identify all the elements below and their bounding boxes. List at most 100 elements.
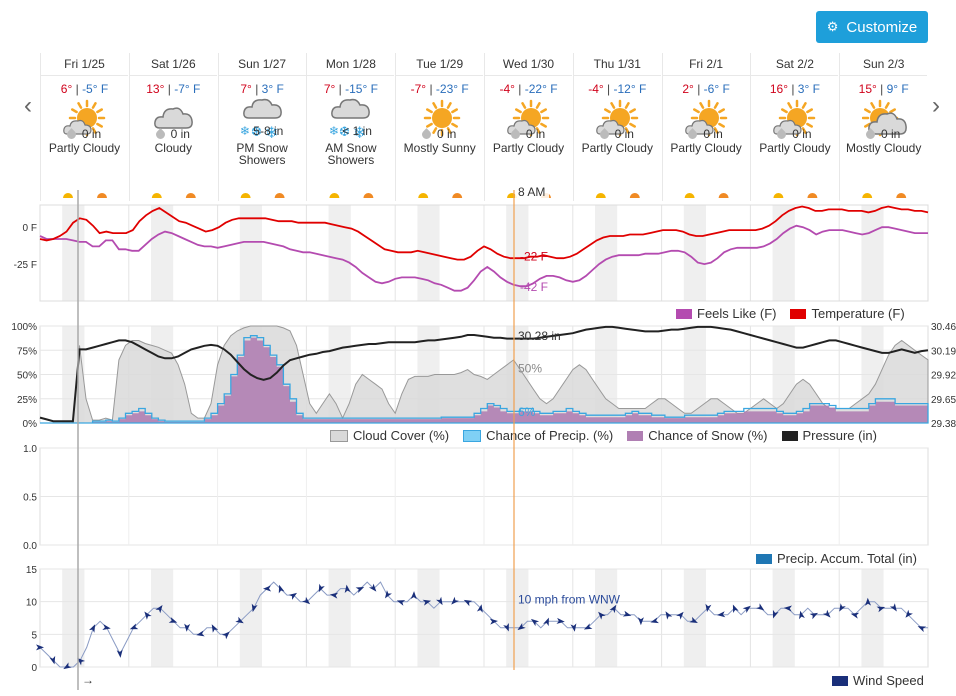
day-card[interactable]: Sat 1/26 13° | -7° F Cloudy bbox=[128, 53, 217, 201]
wind-swatch bbox=[832, 675, 848, 686]
wind-direction-marker bbox=[517, 623, 526, 631]
axis-tick-label: -25 F bbox=[14, 260, 37, 271]
cursor-cloud-label: 50% bbox=[518, 362, 542, 376]
customize-button[interactable]: ⚙ Customize bbox=[816, 11, 928, 43]
gear-icon: ⚙ bbox=[826, 19, 839, 34]
sunset-icon bbox=[97, 193, 107, 198]
sun-icon bbox=[773, 99, 816, 137]
axis-tick-label: 0 bbox=[31, 663, 37, 673]
high-temp: 13° bbox=[146, 82, 165, 96]
legend-pressure: Pressure (in) bbox=[802, 428, 877, 443]
axis-tick-label: 0.0 bbox=[23, 541, 37, 552]
day-card[interactable]: Sun 1/27 7° | 3° F ❆ ❄ PM Snow Showers bbox=[217, 53, 306, 201]
sun-icon bbox=[684, 99, 727, 137]
day-label: Mon 1/28 bbox=[307, 53, 395, 76]
day-temps: 6° | -5° F bbox=[41, 82, 128, 96]
temperature-legend: Feels Like (F) Temperature (F) bbox=[662, 306, 905, 321]
day-card[interactable]: Thu 1/31 -4° | -12° F Partly Cloudy bbox=[572, 53, 661, 201]
day-card[interactable]: Wed 1/30 -4° | -22° F Partly Cloudy bbox=[484, 53, 572, 201]
prev-arrow-icon[interactable]: ‹ bbox=[24, 92, 32, 119]
wind-direction-marker bbox=[168, 617, 178, 623]
sunrise-sunset-markers bbox=[63, 193, 907, 198]
wind-direction-marker bbox=[850, 612, 860, 619]
wind-direction-marker bbox=[451, 596, 459, 605]
wind-direction-marker bbox=[556, 617, 565, 624]
wind-direction-marker bbox=[609, 604, 617, 614]
day-card[interactable]: Sat 2/2 16° | 3° F Partly Cloudy bbox=[750, 53, 839, 201]
wind-direction-marker bbox=[77, 657, 86, 666]
day-temps: -4° | -12° F bbox=[574, 82, 661, 96]
raindrop-icon bbox=[508, 128, 522, 141]
sun-icon bbox=[423, 99, 461, 137]
snowflake-icon: ❄ bbox=[328, 124, 339, 138]
low-temp: -6° F bbox=[703, 82, 730, 96]
wind-direction-marker bbox=[263, 585, 272, 592]
wind-direction-marker bbox=[129, 623, 139, 630]
wind-direction-marker bbox=[355, 586, 365, 593]
wind-direction-marker bbox=[917, 626, 927, 633]
temp-separator: | bbox=[788, 82, 798, 96]
day-label: Thu 1/31 bbox=[573, 53, 661, 76]
pressure-swatch bbox=[781, 430, 798, 441]
condition-text: Partly Cloudy bbox=[492, 141, 565, 155]
legend-snow: Chance of Snow (%) bbox=[648, 428, 768, 443]
sunrise-icon bbox=[329, 193, 340, 198]
low-temp: -5° F bbox=[82, 82, 109, 96]
temp-separator: | bbox=[72, 82, 83, 96]
snow-swatch bbox=[627, 430, 644, 441]
wind-direction-marker bbox=[344, 584, 351, 593]
left-axis-tick: 50% bbox=[17, 371, 37, 382]
legend-precip: Chance of Precip. (%) bbox=[486, 428, 614, 443]
wind-direction-marker bbox=[889, 603, 897, 612]
sunset-icon bbox=[718, 193, 729, 198]
high-temp: 15° bbox=[858, 82, 877, 96]
legend-accum: Precip. Accum. Total (in) bbox=[777, 551, 917, 566]
partly-cloudy-icon bbox=[485, 96, 572, 142]
condition-text: Partly Cloudy bbox=[48, 141, 121, 155]
snow-showers-icon: ❆ ❄ bbox=[307, 96, 394, 142]
wind-direction-marker bbox=[36, 644, 44, 651]
wind-direction-marker bbox=[221, 631, 230, 640]
night-band bbox=[861, 205, 884, 301]
raindrop-icon bbox=[420, 128, 433, 141]
day-card[interactable]: Fri 2/1 2° | -6° F Partly Cloudy bbox=[661, 53, 750, 201]
day-card[interactable]: Sun 2/3 15° | 9° F Mostly Cloudy bbox=[839, 53, 928, 201]
feels-like-swatch bbox=[676, 308, 692, 319]
sunset-icon bbox=[363, 193, 374, 198]
wind-speed-line bbox=[39, 581, 928, 668]
snow-cloud-icon: ❆ ❄ bbox=[242, 98, 282, 142]
wind-direction-marker bbox=[783, 605, 792, 612]
wind-direction-marker bbox=[211, 624, 219, 633]
day-label: Fri 1/25 bbox=[41, 53, 128, 76]
cloud-precip-chart: 100% 30.46 75% 30.19 50% 29.92 25% 29.65 0% 29.38… bbox=[11, 322, 956, 430]
sunset-icon bbox=[541, 193, 551, 198]
precip-amount: 0 in bbox=[839, 127, 927, 141]
precip-value: 0 in bbox=[792, 127, 812, 141]
wind-direction-marker bbox=[144, 611, 152, 620]
day-temps: -4° | -22° F bbox=[485, 82, 572, 96]
day-card[interactable]: Mon 1/28 7° | -15° F ❆ ❄ AM Snow Showers bbox=[306, 53, 395, 201]
wind-direction-marker bbox=[88, 624, 96, 633]
night-band bbox=[328, 569, 351, 667]
wind-direction-marker bbox=[278, 584, 285, 594]
night-band bbox=[151, 569, 174, 667]
condition-text: PM Snow Showers bbox=[236, 141, 288, 167]
scroll-arrow-icon: → bbox=[82, 673, 94, 687]
sunset-icon bbox=[452, 193, 463, 198]
precip-amount: 0 in bbox=[40, 127, 128, 141]
low-temp: 3° F bbox=[261, 82, 284, 96]
low-temp: 3° F bbox=[797, 82, 820, 96]
day-temps: 13° | -7° F bbox=[130, 82, 217, 96]
wind-direction-marker bbox=[839, 603, 846, 612]
sunrise-icon bbox=[862, 193, 873, 198]
next-arrow-icon[interactable]: › bbox=[932, 92, 940, 119]
cloudy-icon bbox=[130, 96, 217, 142]
day-card[interactable]: Fri 1/25 6° | -5° F Partly Cloudy bbox=[40, 53, 128, 201]
wind-direction-marker bbox=[798, 610, 805, 620]
feels-like-line bbox=[39, 224, 928, 292]
wind-direction-marker bbox=[329, 592, 339, 599]
day-label: Sat 1/26 bbox=[129, 53, 217, 76]
axis-tick-label: 0.5 bbox=[23, 493, 37, 504]
temp-separator: | bbox=[426, 82, 436, 96]
day-card[interactable]: Tue 1/29 -7° | -23° F Mostly Sunny bbox=[395, 53, 484, 201]
